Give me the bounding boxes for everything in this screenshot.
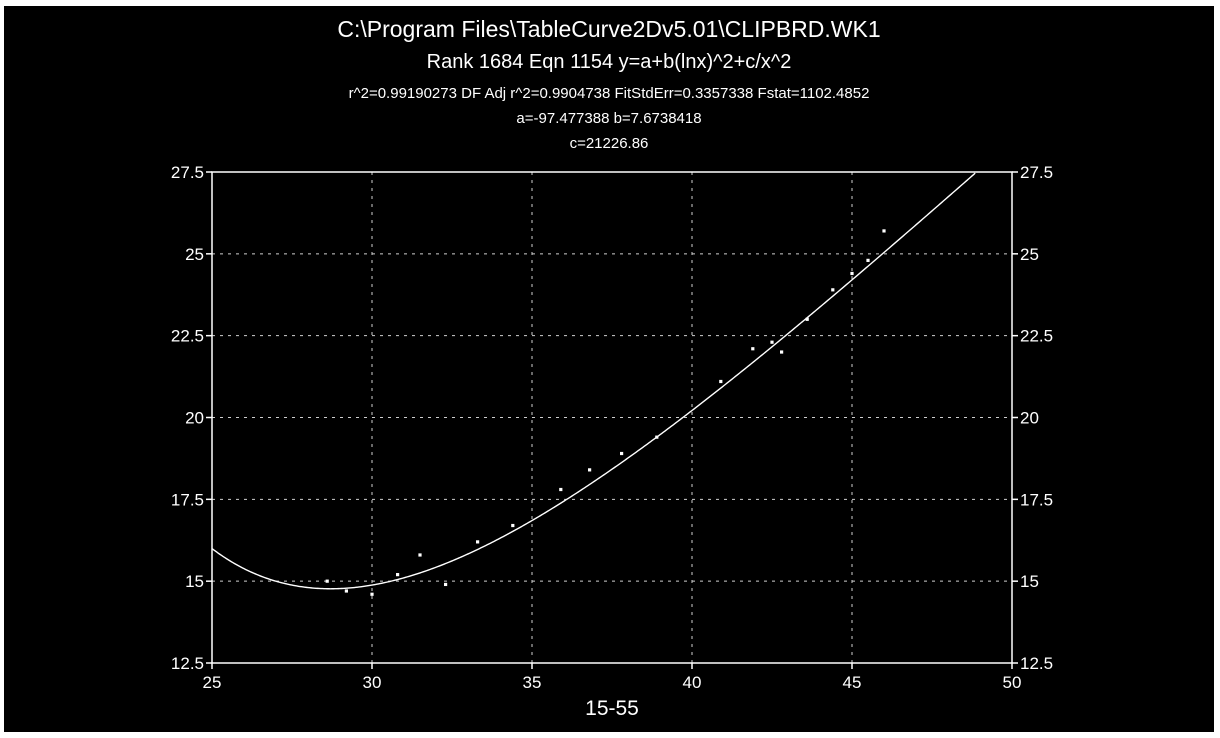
- data-point: [344, 589, 348, 593]
- y-tick-label-right: 25: [1020, 245, 1039, 264]
- data-point: [850, 271, 854, 276]
- data-point: [719, 379, 723, 384]
- data-point: [370, 592, 374, 596]
- y-tick-label-right: 20: [1020, 409, 1039, 428]
- data-point: [882, 229, 886, 233]
- data-point: [559, 487, 563, 492]
- y-tick-label-right: 17.5: [1020, 490, 1053, 509]
- data-point: [620, 451, 624, 456]
- fit-curve: [211, 172, 976, 590]
- data-point: [751, 347, 755, 351]
- data-point: [866, 258, 870, 262]
- equation-line: Rank 1684 Eqn 1154 y=a+b(lnx)^2+c/x^2: [426, 51, 792, 73]
- y-tick-label-left: 17.5: [171, 490, 204, 509]
- plot-window: C:\Program Files\TableCurve2Dv5.01\CLIPB…: [4, 6, 1214, 732]
- data-point: [831, 288, 835, 292]
- y-tick-label-right: 15: [1020, 572, 1039, 591]
- y-tick-label-left: 25: [185, 245, 204, 264]
- x-tick-label: 45: [843, 673, 862, 692]
- x-tick-label: 35: [523, 673, 542, 692]
- data-point: [780, 350, 784, 354]
- fit-statistics-line: r^2=0.99190273 DF Adj r^2=0.9904738 FitS…: [348, 85, 870, 102]
- data-point: [476, 540, 480, 544]
- y-tick-label-left: 22.5: [171, 327, 204, 346]
- data-point: [396, 573, 400, 577]
- x-axis-title: 15-55: [585, 697, 639, 720]
- data-point: [588, 468, 592, 472]
- coefficients-line-ab: a=-97.477388 b=7.6738418: [516, 110, 702, 127]
- file-path-title: C:\Program Files\TableCurve2Dv5.01\CLIPB…: [337, 16, 881, 42]
- coefficient-line-c: c=21226.86: [569, 135, 649, 152]
- data-point: [418, 553, 422, 557]
- data-point: [805, 317, 809, 321]
- data-point: [655, 435, 659, 439]
- x-tick-label: 25: [203, 673, 222, 692]
- x-tick-label: 40: [683, 673, 702, 692]
- y-tick-label-right: 12.5: [1020, 654, 1053, 673]
- y-tick-label-left: 20: [185, 409, 204, 428]
- data-point: [770, 340, 774, 344]
- y-tick-label-left: 27.5: [171, 163, 204, 182]
- y-tick-label-right: 27.5: [1020, 163, 1053, 182]
- x-tick-label: 30: [363, 673, 382, 692]
- data-point: [325, 579, 329, 583]
- y-tick-label-left: 12.5: [171, 654, 204, 673]
- data-point: [444, 582, 448, 587]
- y-tick-label-left: 15: [185, 572, 204, 591]
- data-point: [511, 523, 515, 528]
- x-tick-label: 50: [1003, 673, 1022, 692]
- y-tick-label-right: 22.5: [1020, 327, 1053, 346]
